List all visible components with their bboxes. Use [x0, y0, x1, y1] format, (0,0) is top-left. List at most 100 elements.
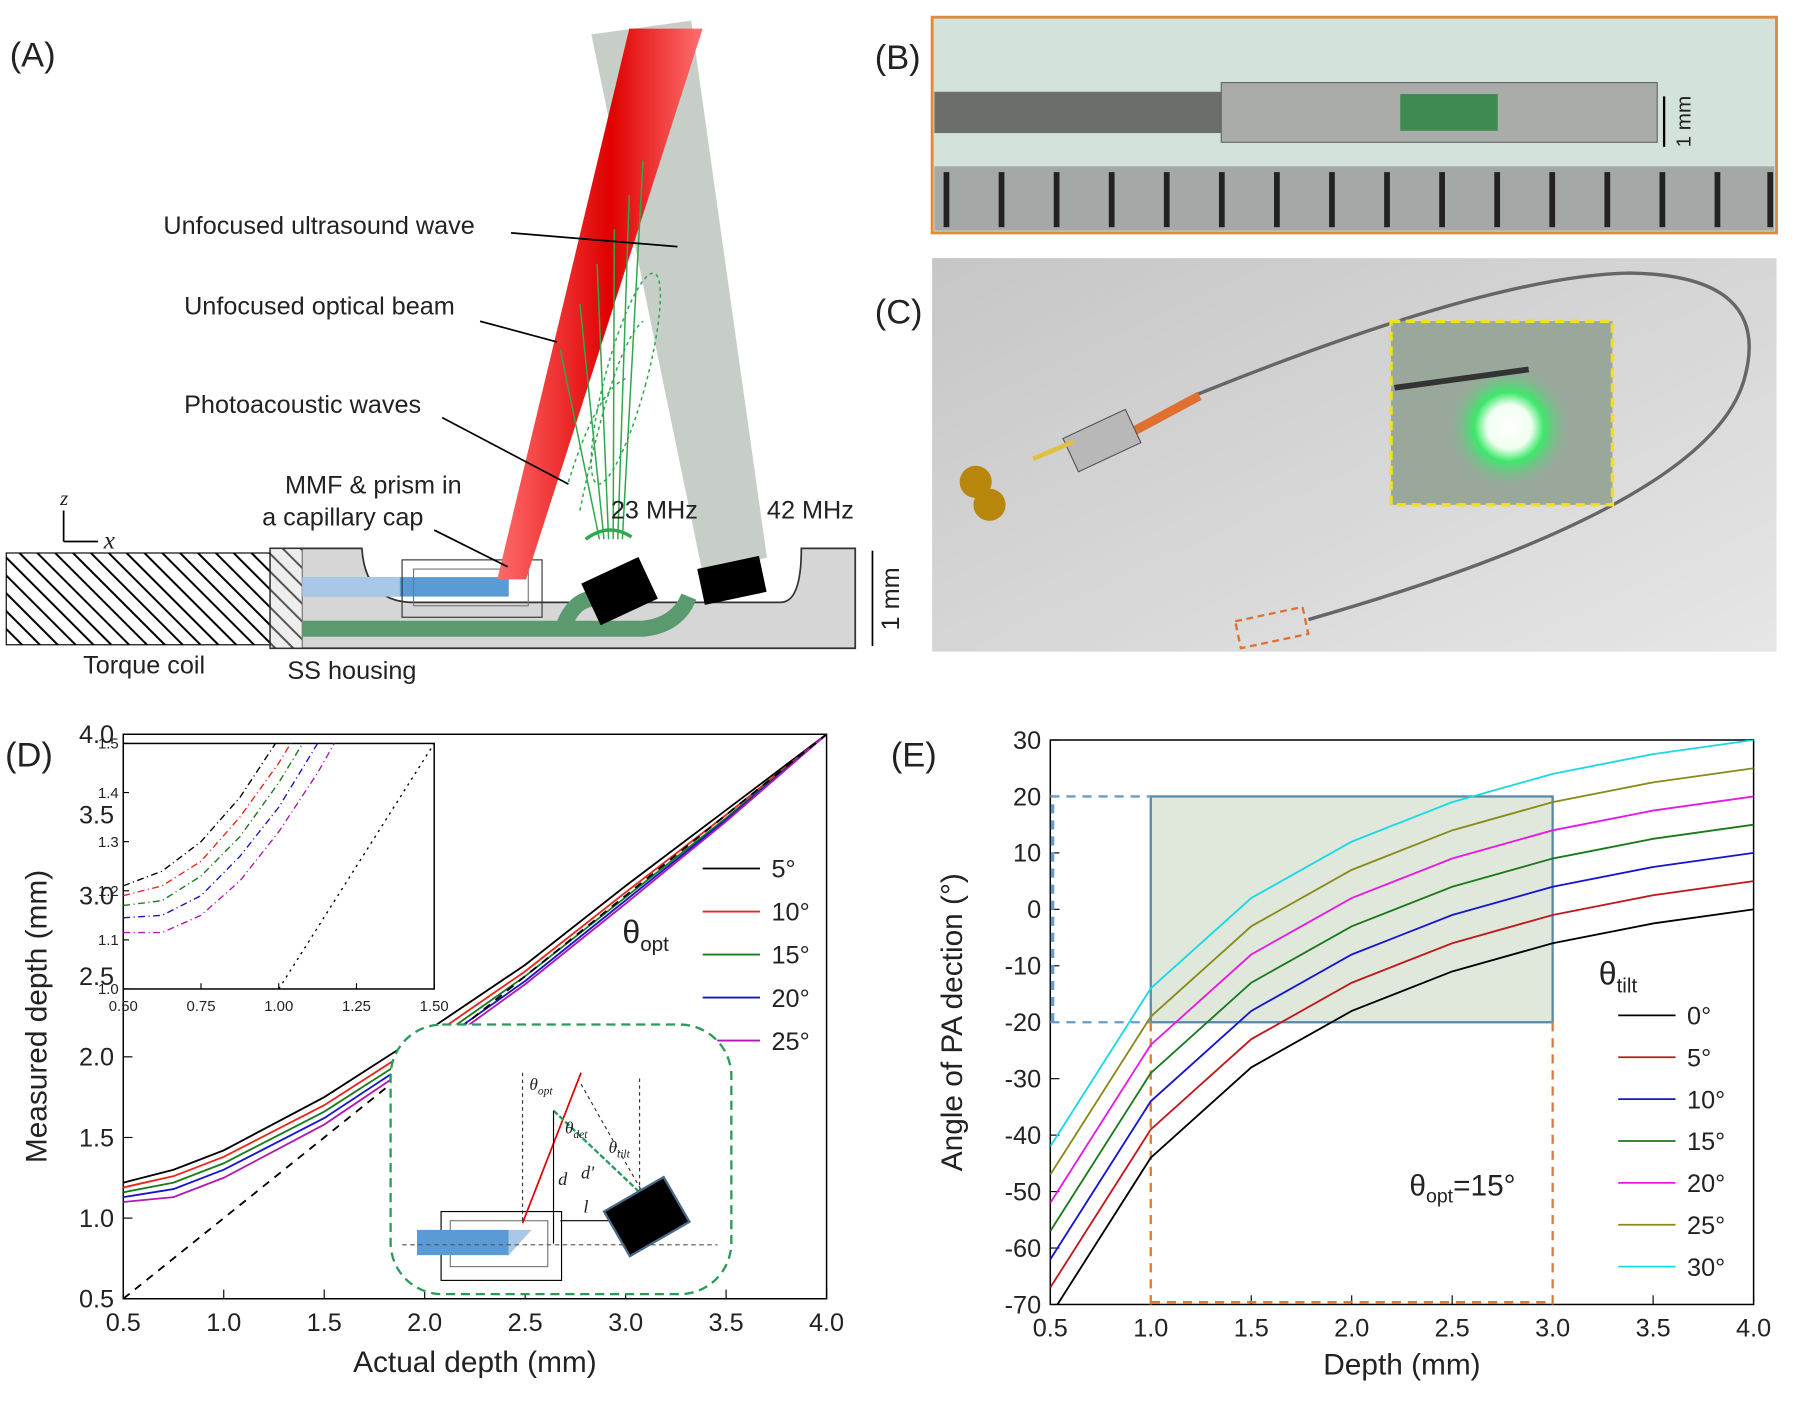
legend-label: 25° — [772, 1028, 810, 1056]
fiber — [302, 577, 400, 597]
legend-label: 10° — [772, 899, 810, 927]
legend-title-sub: opt — [640, 933, 669, 956]
connector — [1062, 408, 1142, 473]
panel-label: (E) — [891, 736, 937, 774]
x-tick-label: 1.5 — [307, 1309, 342, 1337]
annotation-rest: =15° — [1453, 1169, 1515, 1202]
capillary — [412, 568, 529, 607]
x-axis-label: Actual depth (mm) — [353, 1346, 597, 1379]
label: θopt — [529, 1075, 553, 1098]
subscript: opt — [538, 1086, 553, 1098]
legend-title-symbol: θ — [1599, 955, 1617, 991]
legend-title-symbol: θ — [622, 914, 640, 950]
series-line — [1050, 740, 1754, 1147]
label: d' — [581, 1162, 595, 1182]
x-tick-label: 4.0 — [809, 1309, 844, 1337]
x-tick-label: 0.5 — [1033, 1315, 1068, 1343]
plot-area — [122, 733, 828, 1300]
legend-label: 10° — [1687, 1086, 1725, 1114]
label: Unfocused optical beam — [184, 292, 455, 320]
y-tick-label: 1.1 — [98, 933, 119, 949]
chart: 0.5 1.0 1.5 2.0 2.5 3.0 3.5 4.0 -70 -60 -50 -40 -30 -… — [936, 727, 1771, 1382]
label: 1 mm — [877, 567, 905, 630]
y-tick-label: 1.0 — [98, 982, 119, 998]
y-tick-label: -30 — [1005, 1066, 1041, 1094]
x-tick-label: 1.0 — [1133, 1315, 1168, 1343]
y-tick-label: 2.0 — [79, 1044, 114, 1072]
legend-label: 30° — [1687, 1254, 1725, 1282]
legend-label: 25° — [1687, 1212, 1725, 1240]
series-line — [123, 743, 304, 907]
annotation-sub: opt — [1426, 1185, 1454, 1207]
catheter — [1122, 391, 1202, 441]
legend-label: 0° — [1687, 1003, 1711, 1031]
y-tick-label: 10 — [1013, 840, 1041, 868]
pcb — [1400, 94, 1498, 131]
label: θdet — [565, 1119, 588, 1142]
series-line — [278, 743, 435, 989]
transducer-23 — [581, 556, 658, 626]
legend-label: 20° — [772, 985, 810, 1013]
x-tick-label: 3.5 — [1636, 1315, 1671, 1343]
series-line — [1050, 880, 1754, 1289]
series-line — [1050, 823, 1754, 1232]
x-tick-label: 4.0 — [1736, 1315, 1771, 1343]
schematic-d: θopt θdet θtilt d d' l — [389, 1023, 733, 1296]
panel-label: (C) — [875, 294, 923, 332]
axis-name: x — [103, 527, 116, 554]
photo-b: 1 mm — [930, 15, 1778, 235]
legend-title: θopt — [622, 914, 669, 956]
y-axis-label: Measured depth (mm) — [20, 870, 53, 1163]
series-line — [123, 743, 319, 919]
y-tick-label: 0 — [1027, 896, 1041, 924]
y-tick-label: 1.2 — [98, 884, 119, 900]
y-tick-label: 3.5 — [79, 802, 114, 830]
y-tick-label: 1.3 — [98, 835, 119, 851]
pa-waves — [559, 160, 662, 541]
x-tick-label: 0.5 — [106, 1309, 141, 1337]
ray — [552, 1109, 644, 1197]
series-line — [1050, 795, 1754, 1204]
x-tick-label: 1.0 — [206, 1309, 241, 1337]
label: Photoacoustic waves — [184, 391, 421, 419]
x-tick-label: 2.5 — [508, 1309, 543, 1337]
region — [1149, 795, 1554, 1024]
series-group — [123, 743, 435, 989]
label: d — [558, 1169, 568, 1189]
legend-label: 15° — [1687, 1128, 1725, 1156]
y-tick-label: 3.0 — [79, 882, 114, 910]
x-tick-label: 2.0 — [1334, 1315, 1369, 1343]
legend-label: 5° — [1687, 1044, 1711, 1072]
y-tick-label: 1.4 — [98, 786, 119, 802]
series-line — [1050, 851, 1754, 1260]
y-tick-label: 1.5 — [79, 1124, 114, 1152]
probe — [1394, 366, 1530, 391]
torque-coil — [5, 552, 271, 646]
y-tick-label: -20 — [1005, 1009, 1041, 1037]
housing-hatch — [269, 547, 303, 649]
y-axis-label: Angle of PA dection (°) — [936, 873, 969, 1171]
ray — [521, 1072, 582, 1224]
x-tick-label: 2.0 — [407, 1309, 442, 1337]
label: l — [583, 1197, 588, 1217]
series-line — [123, 734, 827, 1299]
annotation-symbol: θ — [1409, 1169, 1426, 1202]
arrows — [62, 232, 874, 646]
label: 1 mm — [1672, 96, 1695, 148]
fiber — [416, 1229, 509, 1256]
x-tick-label: 0.50 — [109, 999, 138, 1015]
label: 42 MHz — [767, 497, 854, 525]
photo-c — [932, 258, 1777, 652]
label: θtilt — [609, 1138, 631, 1161]
x-tick-label: 3.0 — [1535, 1315, 1570, 1343]
y-tick-label: 1.0 — [79, 1205, 114, 1233]
series-group — [1050, 740, 1754, 1305]
subscript: det — [573, 1129, 588, 1141]
optical-beam — [497, 28, 703, 580]
legend-title: θtilt — [1599, 955, 1638, 997]
glow — [1446, 363, 1573, 490]
guides — [521, 1072, 644, 1224]
y-tick-label: 1.5 — [98, 737, 119, 753]
x-tick-label: 2.5 — [1435, 1315, 1470, 1343]
